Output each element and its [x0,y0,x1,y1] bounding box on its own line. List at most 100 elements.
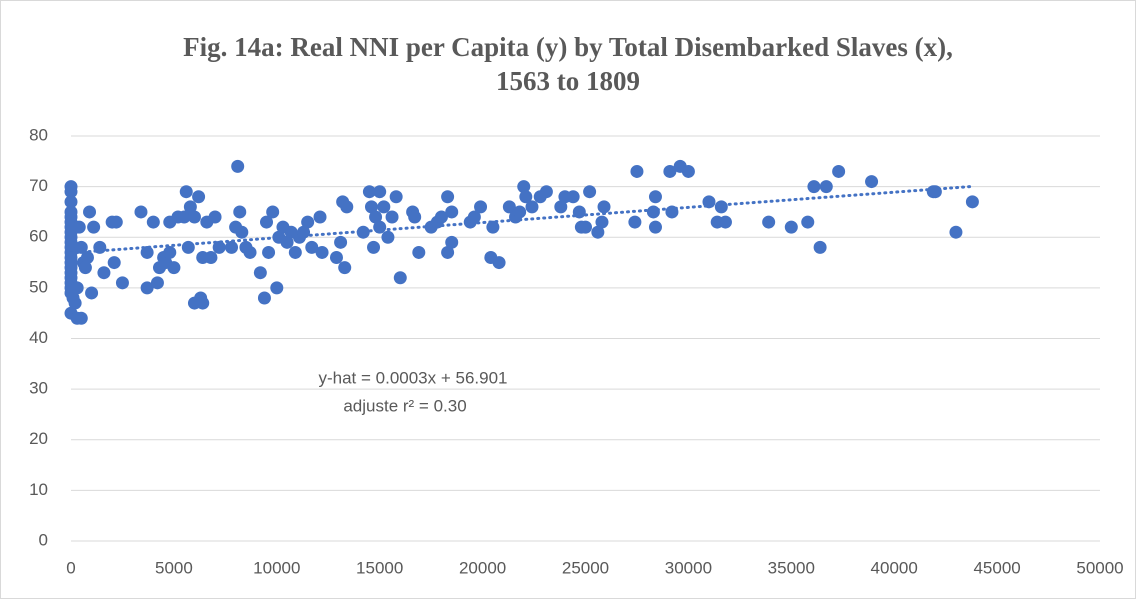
point [288,245,302,259]
point [445,205,459,219]
point [338,261,352,275]
x-tick-label: 0 [66,558,75,577]
point [412,245,426,259]
point [502,200,516,214]
point [340,200,354,214]
point [301,215,315,229]
point [579,220,592,234]
point [385,210,399,224]
point [243,245,257,259]
y-tick-label: 40 [29,328,48,347]
point [78,261,92,275]
point [364,200,378,214]
point [583,185,597,199]
point [109,215,123,229]
point [68,296,82,310]
point [648,220,662,234]
point [74,311,88,325]
x-tick-label: 5000 [155,558,193,577]
point [646,205,660,219]
point [83,205,97,219]
point [64,185,78,199]
point [280,235,294,249]
x-tick-label: 10000 [253,558,300,577]
y-tick-label: 0 [39,530,48,549]
point [865,175,879,189]
point [441,190,455,204]
point [231,159,245,173]
point [663,164,677,178]
point [784,220,798,234]
y-tick-label: 20 [29,429,48,448]
x-tick-label: 30000 [665,558,712,577]
point [107,256,121,270]
x-tick-label: 25000 [562,558,609,577]
point [445,235,459,249]
point [334,235,348,249]
point [369,210,383,224]
point [183,200,197,214]
point [253,266,267,280]
point [163,245,177,259]
point [517,180,531,194]
y-tick-label: 30 [29,379,48,398]
point [393,271,407,285]
point [362,185,376,199]
point [260,215,274,229]
point [434,210,448,224]
point [554,200,568,214]
x-tick-label: 20000 [459,558,506,577]
annotation: y-hat = 0.0003x + 56.901 [318,368,507,387]
point [208,210,222,224]
chart-title: Fig. 14a: Real NNI per Capita (y) by Tot… [183,32,953,96]
point [167,261,181,275]
point [235,225,249,239]
point [313,210,327,224]
point [72,220,86,234]
point [85,286,99,300]
point [949,225,963,239]
point [266,205,280,219]
point [70,281,84,295]
point [807,180,821,194]
point [681,164,695,178]
point [373,185,387,199]
point [572,205,586,219]
point [367,240,381,254]
point [597,200,611,214]
point [80,251,94,264]
point [377,200,391,214]
annotation: adjuste r² = 0.30 [343,396,466,415]
point [519,190,533,204]
point [595,215,609,229]
y-tick-label: 70 [29,176,48,195]
point [179,185,193,199]
point [192,190,206,204]
point [566,190,580,204]
x-tick-label: 50000 [1076,558,1123,577]
point [373,220,387,234]
point [225,240,239,254]
trendline [69,184,974,255]
point [801,215,815,229]
x-tick-label: 40000 [871,558,918,577]
point [714,200,728,214]
x-tick-label: 45000 [973,558,1020,577]
point [212,240,226,254]
y-tick-label: 60 [29,227,48,246]
point [525,200,539,214]
point [305,240,319,254]
point [115,276,129,290]
point [140,281,154,295]
point [381,230,395,244]
y-tick-label: 10 [29,480,48,499]
point [467,210,481,224]
x-tick-label: 35000 [768,558,815,577]
point [492,256,506,270]
point [262,245,276,259]
point [329,251,343,264]
point [146,215,160,229]
